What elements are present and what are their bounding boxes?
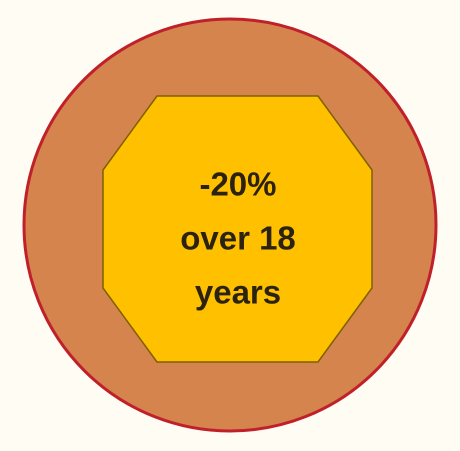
label-line: over 18 [180,220,296,257]
octagon [102,95,373,363]
label-line: years [195,274,281,311]
label-line: -20% [199,166,276,203]
